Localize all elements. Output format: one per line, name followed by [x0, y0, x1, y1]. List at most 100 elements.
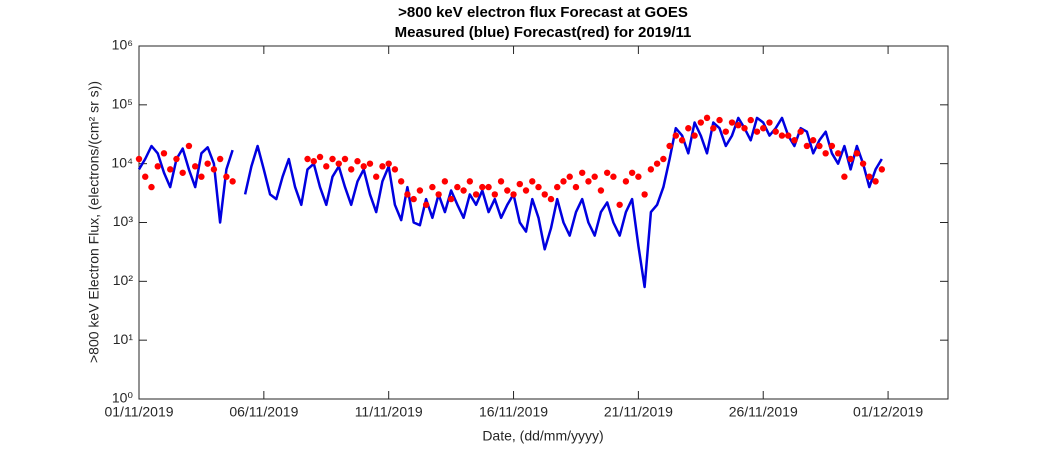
scatter-point: [591, 173, 598, 180]
scatter-point: [391, 166, 399, 173]
scatter-point: [229, 178, 236, 185]
scatter-point: [784, 132, 792, 139]
scatter-point: [622, 178, 630, 185]
scatter-point: [497, 178, 505, 185]
scatter-point: [179, 169, 186, 176]
scatter-point: [472, 191, 480, 198]
scatter-point: [647, 166, 655, 173]
scatter-point: [491, 191, 499, 198]
scatter-point: [710, 125, 717, 132]
scatter-point: [653, 160, 661, 167]
scatter-point: [135, 155, 143, 163]
scatter-point: [216, 155, 224, 163]
x-tick-label: 16/11/2019: [479, 404, 548, 420]
scatter-point: [522, 187, 530, 194]
scatter-point: [834, 150, 842, 157]
scatter-point: [872, 178, 879, 185]
scatter-point: [410, 195, 417, 203]
scatter-point: [691, 132, 698, 139]
scatter-point: [422, 201, 430, 208]
x-tick-label: 01/11/2019: [104, 404, 173, 420]
scatter-point: [366, 160, 374, 167]
scatter-point: [310, 158, 317, 165]
scatter-point: [760, 125, 767, 132]
scatter-point: [541, 191, 548, 198]
scatter-point: [866, 173, 873, 180]
scatter-point: [878, 166, 886, 173]
scatter-point: [841, 173, 848, 180]
scatter-point: [198, 173, 205, 180]
scatter-point: [685, 125, 692, 132]
scatter-point: [316, 153, 324, 161]
scatter-point: [335, 160, 342, 167]
scatter-point: [354, 158, 361, 165]
x-tick-label: 11/11/2019: [355, 404, 423, 420]
scatter-point: [385, 160, 392, 167]
scatter-point: [797, 128, 804, 135]
scatter-point: [716, 116, 723, 124]
scatter-point: [585, 178, 592, 185]
scatter-point: [803, 142, 811, 150]
scatter-point: [547, 195, 555, 203]
scatter-point: [223, 173, 230, 180]
scatter-point: [142, 173, 149, 180]
scatter-point: [672, 132, 680, 139]
chart-subtitle: Measured (blue) Forecast(red) for 2019/1…: [395, 24, 692, 41]
scatter-point: [373, 173, 380, 180]
scatter-point: [853, 150, 861, 157]
series-line: [137, 116, 883, 289]
scatter-point: [741, 125, 748, 132]
scatter-point: [504, 187, 511, 194]
scatter-point: [510, 191, 517, 198]
scatter-point: [641, 191, 648, 198]
x-tick-label: 06/11/2019: [229, 404, 298, 420]
x-tick-label: 26/11/2019: [729, 404, 798, 420]
x-tick-label: 21/11/2019: [604, 404, 673, 420]
scatter-point: [728, 119, 736, 126]
scatter-point: [554, 183, 561, 191]
scatter-point: [148, 183, 155, 191]
scatter-point: [722, 128, 729, 135]
scatter-point: [167, 166, 174, 173]
y-axis-label: >800 keV Electron Flux, (electrons/(cm² …: [86, 81, 102, 363]
scatter-point: [360, 163, 367, 170]
y-tick-label: 10³: [113, 213, 134, 229]
scatter-point: [660, 155, 667, 163]
scatter-point: [616, 201, 623, 208]
scatter-point: [566, 173, 573, 180]
scatter-point: [603, 169, 611, 176]
scatter-point: [747, 116, 754, 124]
scatter-point: [791, 137, 798, 144]
y-tick-label: 10⁵: [112, 96, 133, 112]
scatter-point: [485, 183, 492, 191]
scatter-point: [822, 150, 829, 157]
scatter-point: [516, 180, 523, 188]
y-tick-label: 10²: [113, 272, 134, 288]
scatter-point: [579, 169, 586, 176]
scatter-point: [828, 142, 836, 150]
scatter-point: [160, 150, 168, 157]
scatter-point: [435, 191, 442, 198]
scatter-point: [703, 114, 711, 122]
scatter-point: [304, 155, 311, 163]
scatter-point: [735, 122, 742, 129]
scatter-point: [697, 119, 705, 126]
scatter-point: [678, 137, 686, 144]
scatter-point: [816, 142, 823, 150]
scatter-point: [809, 137, 817, 144]
y-tick-label: 10⁰: [112, 390, 134, 406]
chart-title: >800 keV electron flux Forecast at GOES: [398, 4, 688, 21]
scatter-point: [441, 178, 449, 185]
y-tick-label: 10⁴: [111, 154, 133, 170]
scatter-point: [416, 187, 424, 194]
scatter-point: [766, 119, 773, 126]
scatter-point: [404, 191, 411, 198]
scatter-point: [191, 163, 199, 170]
scatter-point: [635, 173, 642, 180]
scatter-point: [379, 163, 386, 170]
scatter-point: [529, 178, 536, 185]
y-tick-label: 10¹: [113, 331, 134, 347]
scatter-point: [454, 183, 461, 191]
scatter-point: [348, 166, 355, 173]
